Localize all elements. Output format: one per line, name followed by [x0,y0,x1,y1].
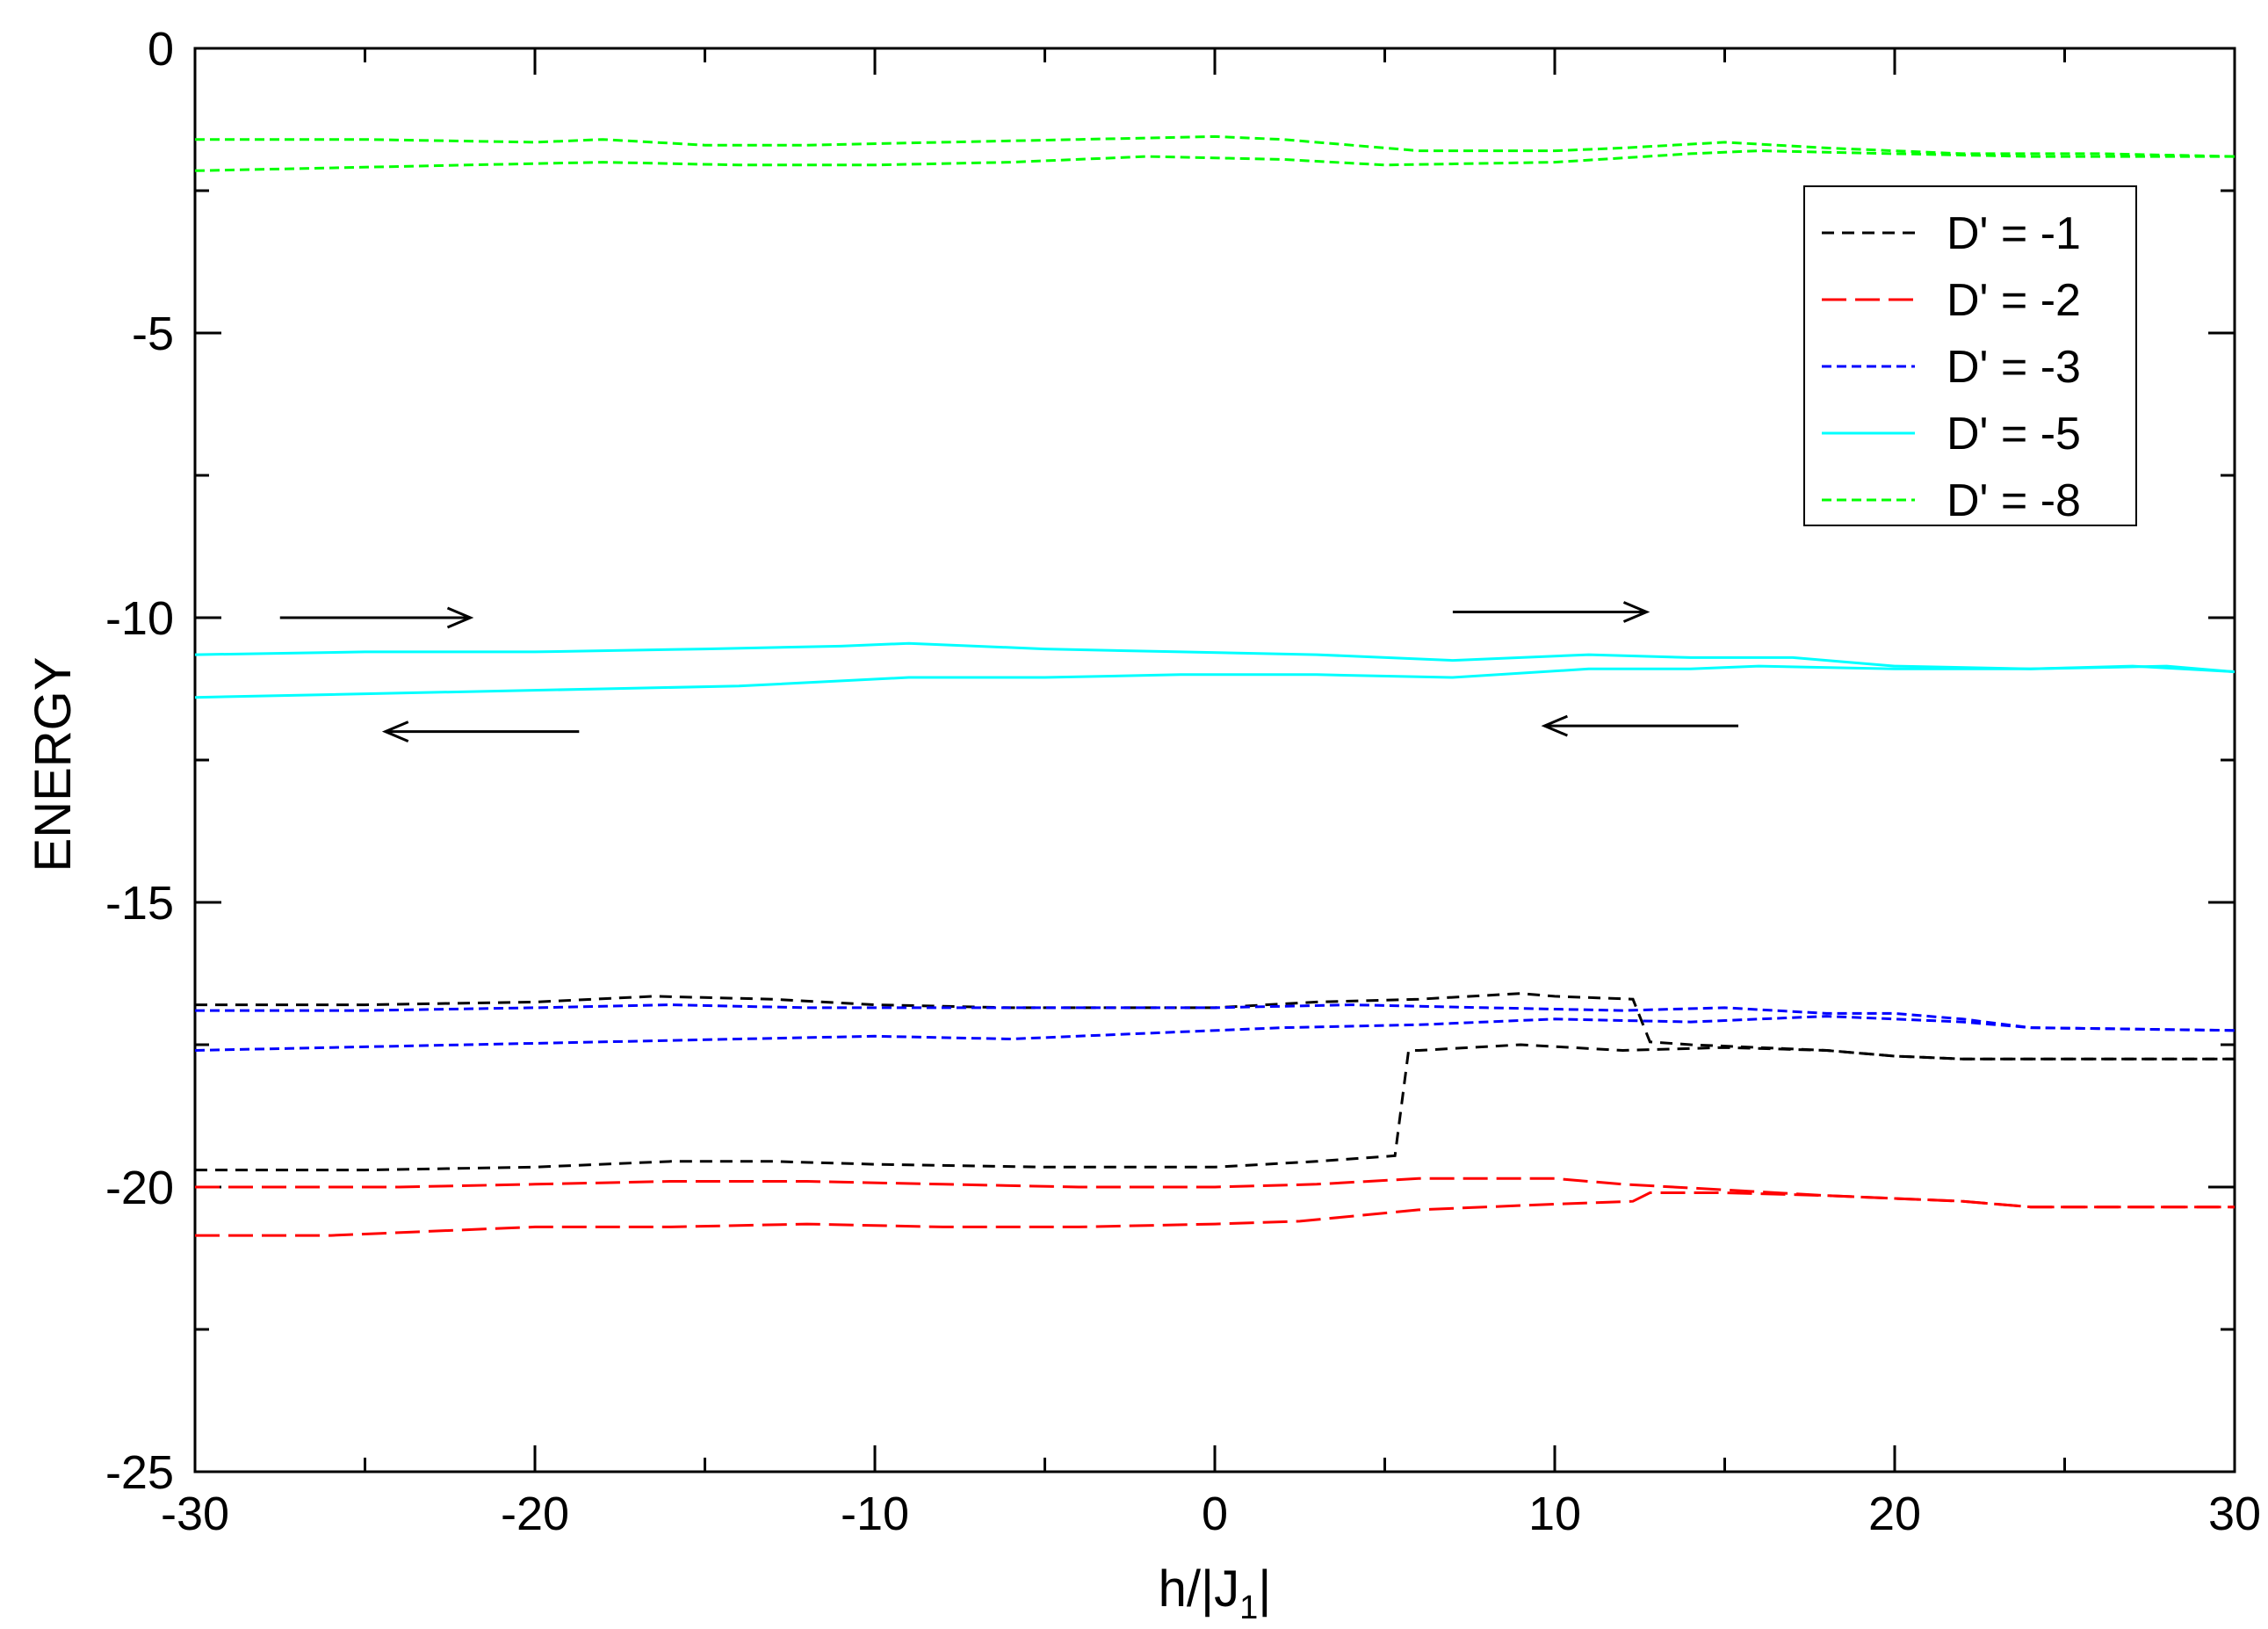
series-line [195,1191,2235,1237]
x-tick-label: 0 [1202,1488,1228,1540]
y-tick-label: -25 [105,1446,174,1499]
y-tick-label: -5 [132,308,174,360]
series-line [194,641,2235,674]
series-line [195,1176,2235,1209]
series-1 [195,992,2235,1172]
x-tick-label: 20 [1868,1488,1921,1540]
series-line [194,664,2235,699]
x-tick-label: -10 [841,1488,909,1540]
series-4 [194,641,2235,699]
x-tick-label: -30 [161,1488,229,1540]
legend: D' = -1 D' = -2 D' = -3 D' = -5 D' = -8 [1803,185,2137,526]
series-5 [194,134,2235,172]
legend-label: D' = -5 [1947,409,2081,460]
y-tick-label: -10 [105,592,174,645]
y-axis-label: ENERGY [25,657,82,872]
arrow-right [279,606,474,629]
series-line [195,992,2235,1061]
axis-ticks [193,47,2236,1473]
series-line [195,1003,2235,1032]
legend-label: D' = -3 [1947,342,2081,393]
arrow-left [1541,714,1738,737]
legend-label: D' = -1 [1947,208,2081,259]
axis-tick-labels: -30 -20 -10 0 10 20 30 -25 -20 -15 -10 -5 0 [105,23,2261,1540]
x-tick-label: -20 [501,1488,569,1540]
series-line [194,149,2235,172]
x-tick-label: 30 [2208,1488,2261,1540]
legend-label: D' = -2 [1947,275,2081,326]
series-layer [194,134,2235,1237]
x-tick-label: 10 [1528,1488,1581,1540]
legend-label: D' = -8 [1947,475,2081,526]
x-axis-label: h/|J1| [1159,1560,1272,1626]
arrow-left [381,720,580,742]
legend-box [1803,185,2137,526]
arrow-right [1452,601,1650,623]
series-line [195,1043,2235,1172]
annotation-arrows [279,601,1738,742]
series-line [195,134,2235,158]
y-tick-label: -20 [105,1162,174,1214]
series-line [194,1015,2235,1052]
series-2 [195,1176,2235,1237]
y-tick-label: 0 [148,23,174,76]
y-tick-label: -15 [105,877,174,930]
series-3 [194,1003,2235,1052]
